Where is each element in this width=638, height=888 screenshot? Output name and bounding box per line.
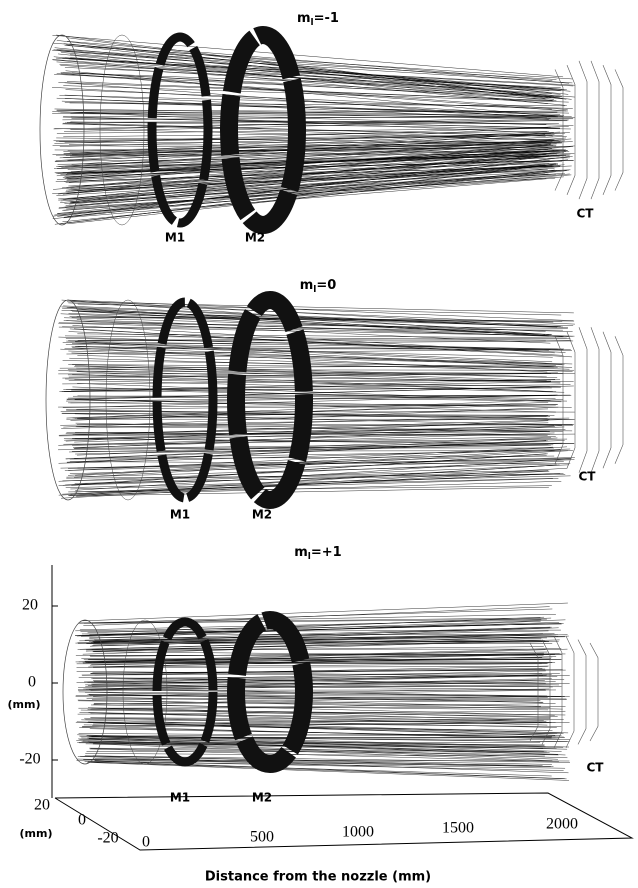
component-label: M2 <box>252 791 272 805</box>
trajectory <box>67 302 574 313</box>
trajectory <box>52 43 569 83</box>
ct-detector <box>603 332 611 469</box>
trajectory <box>70 103 565 106</box>
ct-detector <box>578 640 586 745</box>
ct-detector <box>554 636 562 748</box>
trajectory <box>65 102 569 113</box>
x-tick-label: 1000 <box>342 824 374 841</box>
z-tick-label: -20 <box>97 830 118 847</box>
component-label: M1 <box>165 231 185 245</box>
y-tick-label: 0 <box>28 674 36 691</box>
ct-detector <box>591 61 599 199</box>
ct-detector <box>579 61 587 199</box>
panel <box>40 35 623 225</box>
ct-detector <box>603 65 611 195</box>
page: 20 0 -20 (mm) 20 0 -20 (mm) 0 500 1000 1… <box>0 0 638 888</box>
title-part: m <box>297 11 311 26</box>
panel-title: ml=-1 <box>297 11 339 28</box>
title-part: m <box>300 278 314 293</box>
trajectories <box>40 35 623 780</box>
title-part: =0 <box>316 278 336 293</box>
trajectory <box>61 412 575 413</box>
x-tick-label: 2000 <box>546 816 578 833</box>
component-label: M2 <box>245 231 265 245</box>
z-tick-label: 0 <box>78 812 86 829</box>
panel-title: ml=+1 <box>294 545 341 562</box>
ct-detector <box>567 332 575 469</box>
nozzle-outline <box>40 35 84 225</box>
figure: 20 0 -20 (mm) 20 0 -20 (mm) 0 500 1000 1… <box>0 0 638 888</box>
y-tick-label: 20 <box>22 597 38 614</box>
trajectory <box>66 385 570 390</box>
x-tick-label: 500 <box>250 829 274 846</box>
ct-detector <box>590 643 598 741</box>
component-label: M2 <box>252 508 272 522</box>
ct-detector <box>566 636 574 748</box>
z-tick-label: 20 <box>34 797 50 814</box>
ct-detector <box>579 327 587 473</box>
component-label: M1 <box>170 508 190 522</box>
magnet-m1 <box>157 622 213 762</box>
title-part: =-1 <box>314 11 339 26</box>
x-tick-label: 1500 <box>442 820 474 837</box>
panel-title: ml=0 <box>300 278 337 295</box>
panel <box>63 603 598 780</box>
y-axis-label: (mm) <box>8 698 41 711</box>
ct-detector <box>615 69 623 190</box>
ct-detector <box>542 640 550 745</box>
x-axis-label: Distance from the nozzle (mm) <box>205 870 431 885</box>
component-label: CT <box>579 470 597 484</box>
trajectory <box>55 48 562 97</box>
ct-detector <box>615 336 623 464</box>
title-part: m <box>294 545 308 560</box>
component-label: CT <box>587 761 605 775</box>
component-label: M1 <box>170 791 190 805</box>
x-tick-label: 0 <box>142 834 150 851</box>
title-part: =+1 <box>311 545 342 560</box>
z-axis-label: (mm) <box>20 827 53 840</box>
ct-detector <box>591 327 599 473</box>
y-tick-label: -20 <box>19 751 40 768</box>
trajectory <box>77 425 573 427</box>
panel <box>46 300 623 500</box>
component-label: CT <box>577 207 595 221</box>
